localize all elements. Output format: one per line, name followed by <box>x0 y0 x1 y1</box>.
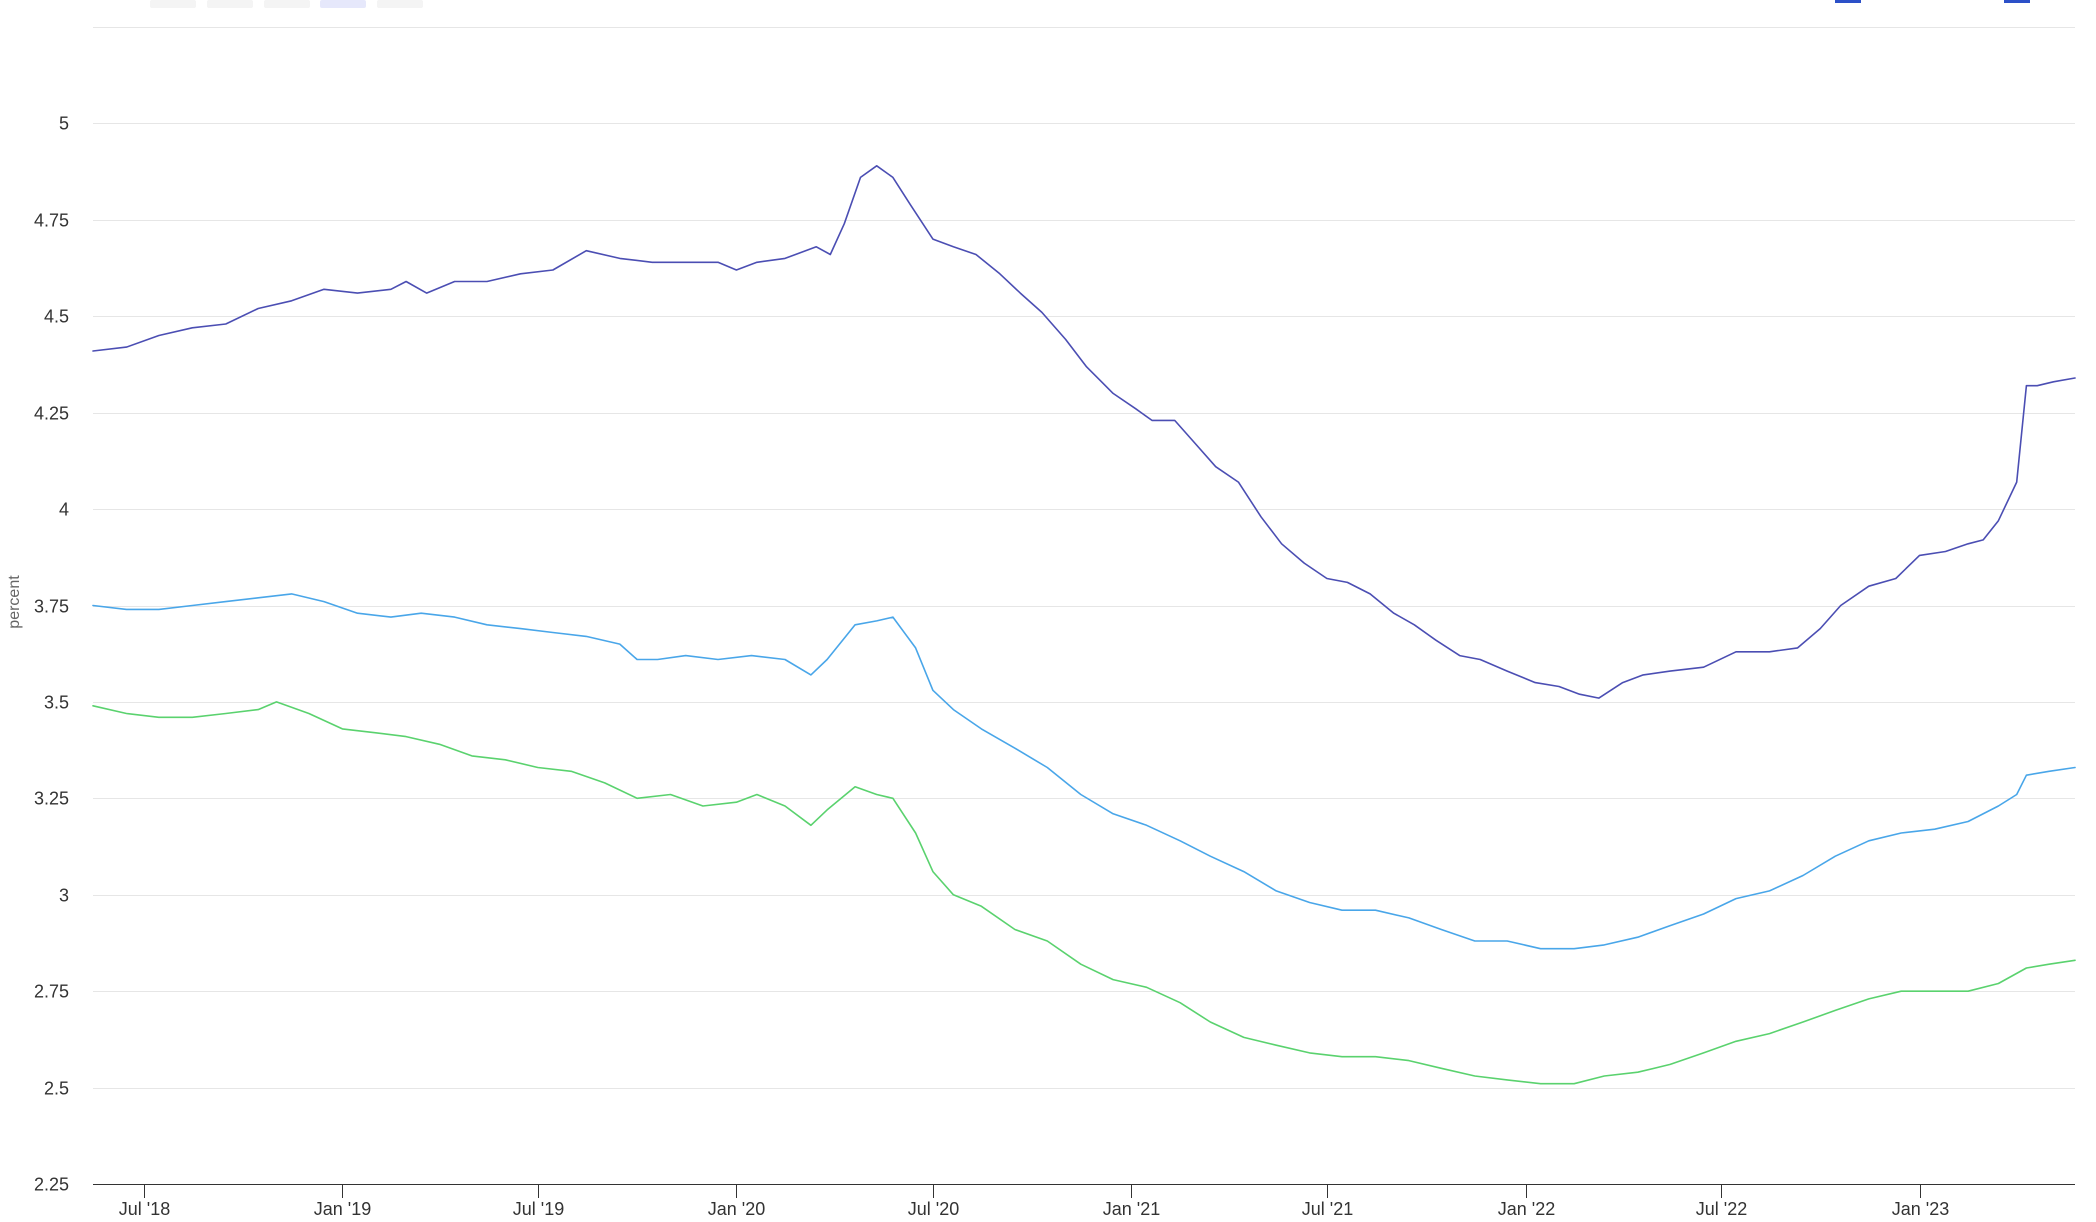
y-tick-label: 2.25 <box>34 1175 69 1195</box>
grid-lines <box>93 27 2075 1185</box>
series-line-1 <box>92 165 2076 699</box>
x-tick-label: Jul '18 <box>119 1199 170 1219</box>
range-selector <box>150 0 423 8</box>
x-tick-label: Jul '21 <box>1302 1199 1353 1219</box>
x-tick-label: Jul '20 <box>908 1199 959 1219</box>
y-tick-label: 4.5 <box>44 307 69 327</box>
range-button-1[interactable] <box>150 0 196 8</box>
series-line-3 <box>92 701 2076 1085</box>
y-tick-label: 5 <box>59 114 69 134</box>
x-axis: Jul '18 Jan '19 Jul '19 Jan '20 Jul '20 Jan '… <box>93 1184 2075 1219</box>
top-link-2[interactable] <box>2004 0 2030 3</box>
top-right-links <box>1835 0 2030 3</box>
y-tick-label: 4.75 <box>34 211 69 231</box>
y-tick-label: 3.75 <box>34 597 69 617</box>
y-tick-label: 4.25 <box>34 404 69 424</box>
y-tick-label: 2.75 <box>34 982 69 1002</box>
x-tick-label: Jan '22 <box>1498 1199 1555 1219</box>
y-tick-label: 4 <box>59 500 69 520</box>
top-link-1[interactable] <box>1835 0 1861 3</box>
x-tick-label: Jan '19 <box>314 1199 371 1219</box>
y-tick-label: 3.5 <box>44 693 69 713</box>
range-button-4[interactable] <box>320 0 366 8</box>
x-tick-label: Jan '20 <box>708 1199 765 1219</box>
range-button-3[interactable] <box>264 0 310 8</box>
y-tick-label: 3 <box>59 886 69 906</box>
x-tick-label: Jul '22 <box>1696 1199 1747 1219</box>
x-tick-label: Jan '21 <box>1103 1199 1160 1219</box>
series-line-2 <box>92 593 2076 950</box>
y-tick-label: 2.5 <box>44 1079 69 1099</box>
y-axis-title: percent <box>6 575 23 629</box>
x-tick-label: Jul '19 <box>513 1199 564 1219</box>
y-axis-labels: 2.25 2.5 2.75 3 3.25 3.5 3.75 4 4.25 4.5 4.75 5 <box>34 114 69 1195</box>
range-button-5[interactable] <box>377 0 423 8</box>
y-tick-label: 3.25 <box>34 789 69 809</box>
range-button-2[interactable] <box>207 0 253 8</box>
x-tick-label: Jan '23 <box>1892 1199 1949 1219</box>
series-group <box>92 165 2076 1085</box>
